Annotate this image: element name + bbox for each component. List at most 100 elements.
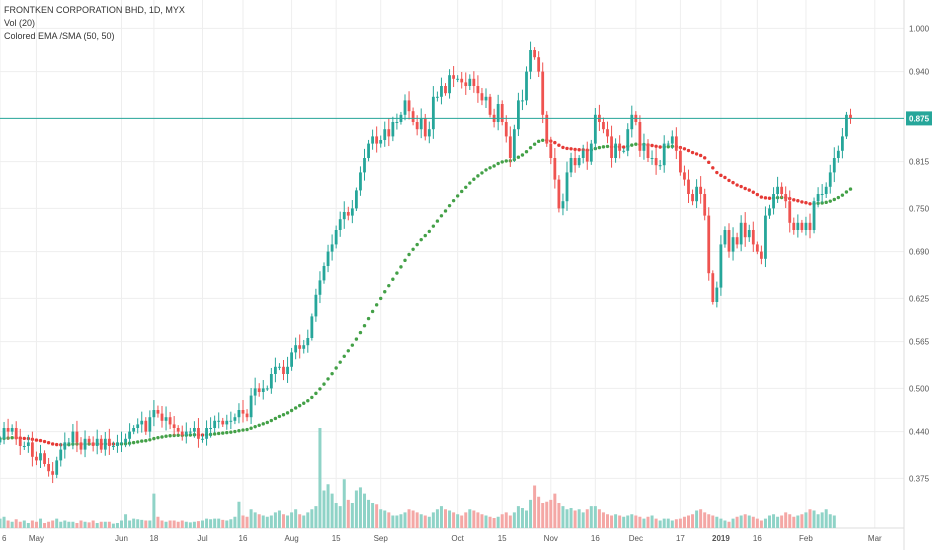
ma-dot bbox=[411, 247, 415, 252]
ma-dot bbox=[354, 337, 359, 341]
volume-bar bbox=[257, 514, 261, 528]
candle-body bbox=[427, 129, 431, 137]
ma-dot bbox=[423, 233, 427, 238]
ma-dot bbox=[504, 159, 508, 163]
candle-body bbox=[610, 136, 613, 158]
volume-bar bbox=[593, 506, 597, 528]
candle-body bbox=[448, 75, 451, 94]
candle-body bbox=[808, 222, 812, 230]
candle-body bbox=[788, 201, 792, 223]
candle-body bbox=[642, 143, 646, 151]
candle-body bbox=[359, 172, 362, 191]
ma-dot bbox=[723, 175, 727, 180]
candle-body bbox=[670, 136, 674, 144]
volume-bar bbox=[707, 514, 711, 528]
ma-dot bbox=[561, 145, 565, 150]
candle-body bbox=[116, 442, 119, 446]
volume-bar bbox=[213, 518, 217, 528]
volume-bar bbox=[472, 510, 476, 528]
volume-bar bbox=[269, 515, 273, 528]
volume-bar bbox=[772, 514, 776, 528]
ma-dot bbox=[630, 143, 634, 147]
candle-body bbox=[654, 158, 658, 166]
ma-dot bbox=[160, 435, 164, 439]
volume-bar bbox=[439, 506, 443, 528]
volume-bar bbox=[411, 510, 415, 528]
candle-body bbox=[525, 71, 528, 101]
candle-body bbox=[403, 100, 407, 115]
volume-bar bbox=[622, 516, 626, 528]
candle-body bbox=[703, 194, 707, 216]
candle-body bbox=[431, 96, 435, 130]
volume-bar bbox=[832, 515, 836, 528]
volume-bar bbox=[128, 520, 132, 528]
ma-dot bbox=[302, 401, 306, 405]
candle-body bbox=[549, 143, 553, 158]
ma-dot bbox=[415, 242, 419, 247]
ma-dot bbox=[387, 283, 391, 288]
ma-dot bbox=[605, 144, 610, 149]
ma-dot bbox=[763, 196, 768, 200]
candle-body bbox=[792, 222, 796, 230]
x-tick-label: Nov bbox=[544, 534, 558, 543]
ma-dot bbox=[682, 147, 687, 151]
candle-body bbox=[229, 420, 233, 422]
ma-dot bbox=[848, 187, 853, 191]
volume-bar bbox=[585, 509, 589, 528]
candle-body bbox=[193, 428, 196, 432]
ma-dot bbox=[464, 185, 468, 190]
volume-bar bbox=[573, 510, 577, 528]
ma-dot bbox=[553, 140, 557, 145]
volume-bar bbox=[618, 515, 622, 528]
ma-dot bbox=[747, 188, 751, 192]
volume-bar bbox=[569, 508, 573, 528]
ma-dot bbox=[346, 349, 350, 353]
volume-bar bbox=[448, 510, 452, 528]
candle-body bbox=[334, 230, 338, 245]
ma-indicator-label[interactable]: Colored EMA /SMA (50, 50) bbox=[4, 31, 115, 41]
candle-body bbox=[816, 194, 820, 202]
volume-bar bbox=[646, 516, 650, 528]
candle-body bbox=[464, 82, 468, 86]
ma-dot bbox=[144, 439, 148, 443]
candle-body bbox=[561, 201, 565, 209]
candle-body bbox=[723, 230, 727, 245]
volume-bar bbox=[225, 520, 229, 528]
ma-dot bbox=[727, 178, 731, 183]
ma-dot bbox=[828, 199, 832, 203]
ma-dot bbox=[443, 209, 448, 213]
volume-bar bbox=[456, 514, 460, 528]
volume-bar bbox=[828, 514, 832, 528]
volume-bar bbox=[83, 521, 87, 528]
time-axis[interactable]: 6 May Jun 18 Jul 16 Aug 15 Sep Oct 15 Nov 16 Dec 17 201… bbox=[2, 534, 882, 543]
price-axis[interactable]: 1.000 0.940 0.815 0.750 0.690 0.625 0.565 0.500… bbox=[909, 24, 930, 483]
volume-bar bbox=[512, 512, 516, 528]
volume-bar bbox=[415, 512, 419, 528]
candle-body bbox=[776, 186, 779, 194]
volume-bar bbox=[342, 479, 346, 528]
candle-body bbox=[618, 143, 622, 151]
volume-bar bbox=[26, 523, 30, 528]
x-tick-label: Dec bbox=[629, 534, 643, 543]
candle-body bbox=[468, 78, 472, 86]
volume-bar bbox=[755, 518, 759, 528]
candle-body bbox=[650, 158, 654, 159]
ma-dot bbox=[500, 160, 504, 164]
ma-dot bbox=[622, 145, 626, 149]
ma-dot bbox=[532, 142, 537, 146]
ma-dot bbox=[767, 196, 772, 200]
candle-body bbox=[350, 208, 354, 216]
ma-dot bbox=[743, 186, 747, 191]
candle-body bbox=[460, 78, 464, 83]
candle-body bbox=[87, 438, 91, 443]
ma-dot bbox=[338, 360, 342, 364]
volume-bar bbox=[808, 509, 812, 528]
volume-indicator-label[interactable]: Vol (20) bbox=[4, 18, 36, 28]
ma-dot bbox=[229, 430, 233, 434]
candle-body bbox=[269, 374, 273, 389]
ma-dot bbox=[140, 439, 144, 443]
volume-bar bbox=[371, 503, 375, 528]
ma-dot bbox=[168, 434, 172, 438]
ma-dot bbox=[318, 387, 322, 391]
